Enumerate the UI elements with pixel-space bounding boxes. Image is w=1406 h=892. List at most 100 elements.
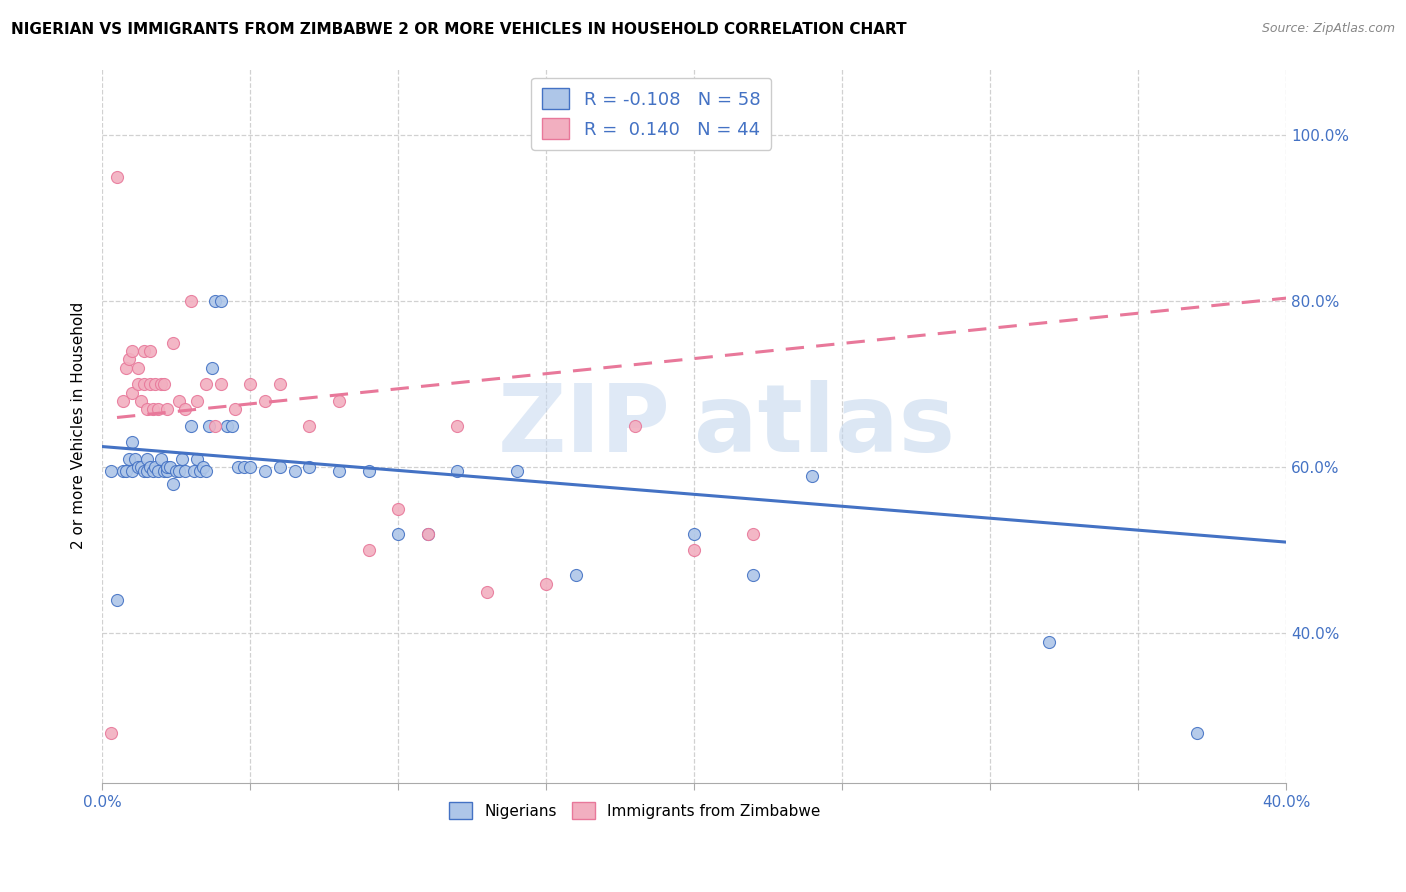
- Point: [172, 452, 194, 467]
- Point: [201, 360, 224, 375]
- Point: [416, 526, 439, 541]
- Point: [387, 526, 409, 541]
- Point: [446, 465, 468, 479]
- Point: [298, 418, 321, 433]
- Point: [167, 465, 190, 479]
- Point: [284, 465, 307, 479]
- Point: [118, 352, 141, 367]
- Point: [475, 585, 498, 599]
- Point: [1185, 726, 1208, 740]
- Point: [209, 377, 232, 392]
- Point: [121, 435, 143, 450]
- Point: [224, 402, 246, 417]
- Point: [162, 335, 184, 350]
- Point: [138, 460, 160, 475]
- Point: [194, 465, 217, 479]
- Point: [118, 452, 141, 467]
- Point: [197, 418, 219, 433]
- Point: [204, 418, 226, 433]
- Point: [105, 169, 128, 184]
- Point: [121, 344, 143, 359]
- Point: [180, 294, 202, 309]
- Point: [298, 460, 321, 475]
- Point: [564, 568, 586, 582]
- Point: [174, 402, 197, 417]
- Point: [239, 460, 262, 475]
- Point: [145, 460, 167, 475]
- Point: [328, 465, 350, 479]
- Point: [357, 465, 380, 479]
- Point: [135, 465, 157, 479]
- Point: [174, 465, 197, 479]
- Point: [121, 385, 143, 400]
- Point: [132, 465, 155, 479]
- Point: [132, 344, 155, 359]
- Point: [162, 477, 184, 491]
- Point: [111, 465, 134, 479]
- Point: [624, 418, 647, 433]
- Point: [328, 393, 350, 408]
- Point: [129, 393, 152, 408]
- Point: [138, 377, 160, 392]
- Point: [416, 526, 439, 541]
- Point: [129, 460, 152, 475]
- Point: [148, 465, 170, 479]
- Point: [167, 393, 190, 408]
- Point: [115, 360, 138, 375]
- Point: [135, 452, 157, 467]
- Point: [153, 465, 176, 479]
- Point: [150, 452, 173, 467]
- Point: [121, 465, 143, 479]
- Point: [194, 377, 217, 392]
- Point: [135, 402, 157, 417]
- Point: [505, 465, 527, 479]
- Point: [100, 465, 122, 479]
- Text: Source: ZipAtlas.com: Source: ZipAtlas.com: [1261, 22, 1395, 36]
- Point: [742, 568, 765, 582]
- Point: [683, 543, 706, 558]
- Point: [228, 460, 250, 475]
- Point: [683, 526, 706, 541]
- Point: [186, 393, 208, 408]
- Point: [357, 543, 380, 558]
- Point: [165, 465, 187, 479]
- Point: [156, 465, 179, 479]
- Point: [221, 418, 243, 433]
- Point: [111, 393, 134, 408]
- Point: [742, 526, 765, 541]
- Point: [1038, 635, 1060, 649]
- Point: [446, 418, 468, 433]
- Point: [186, 452, 208, 467]
- Point: [253, 465, 276, 479]
- Point: [148, 402, 170, 417]
- Point: [191, 460, 214, 475]
- Point: [159, 460, 181, 475]
- Point: [127, 377, 149, 392]
- Point: [215, 418, 238, 433]
- Point: [141, 402, 163, 417]
- Point: [127, 460, 149, 475]
- Point: [156, 402, 179, 417]
- Point: [209, 294, 232, 309]
- Point: [100, 726, 122, 740]
- Point: [180, 418, 202, 433]
- Point: [124, 452, 146, 467]
- Point: [115, 465, 138, 479]
- Point: [145, 377, 167, 392]
- Point: [233, 460, 256, 475]
- Text: atlas: atlas: [695, 380, 955, 472]
- Point: [801, 468, 824, 483]
- Y-axis label: 2 or more Vehicles in Household: 2 or more Vehicles in Household: [72, 302, 86, 549]
- Text: ZIP: ZIP: [498, 380, 671, 472]
- Point: [188, 465, 211, 479]
- Point: [105, 593, 128, 607]
- Point: [127, 360, 149, 375]
- Point: [153, 377, 176, 392]
- Point: [156, 460, 179, 475]
- Point: [534, 576, 557, 591]
- Point: [253, 393, 276, 408]
- Point: [204, 294, 226, 309]
- Point: [150, 377, 173, 392]
- Point: [141, 465, 163, 479]
- Point: [387, 501, 409, 516]
